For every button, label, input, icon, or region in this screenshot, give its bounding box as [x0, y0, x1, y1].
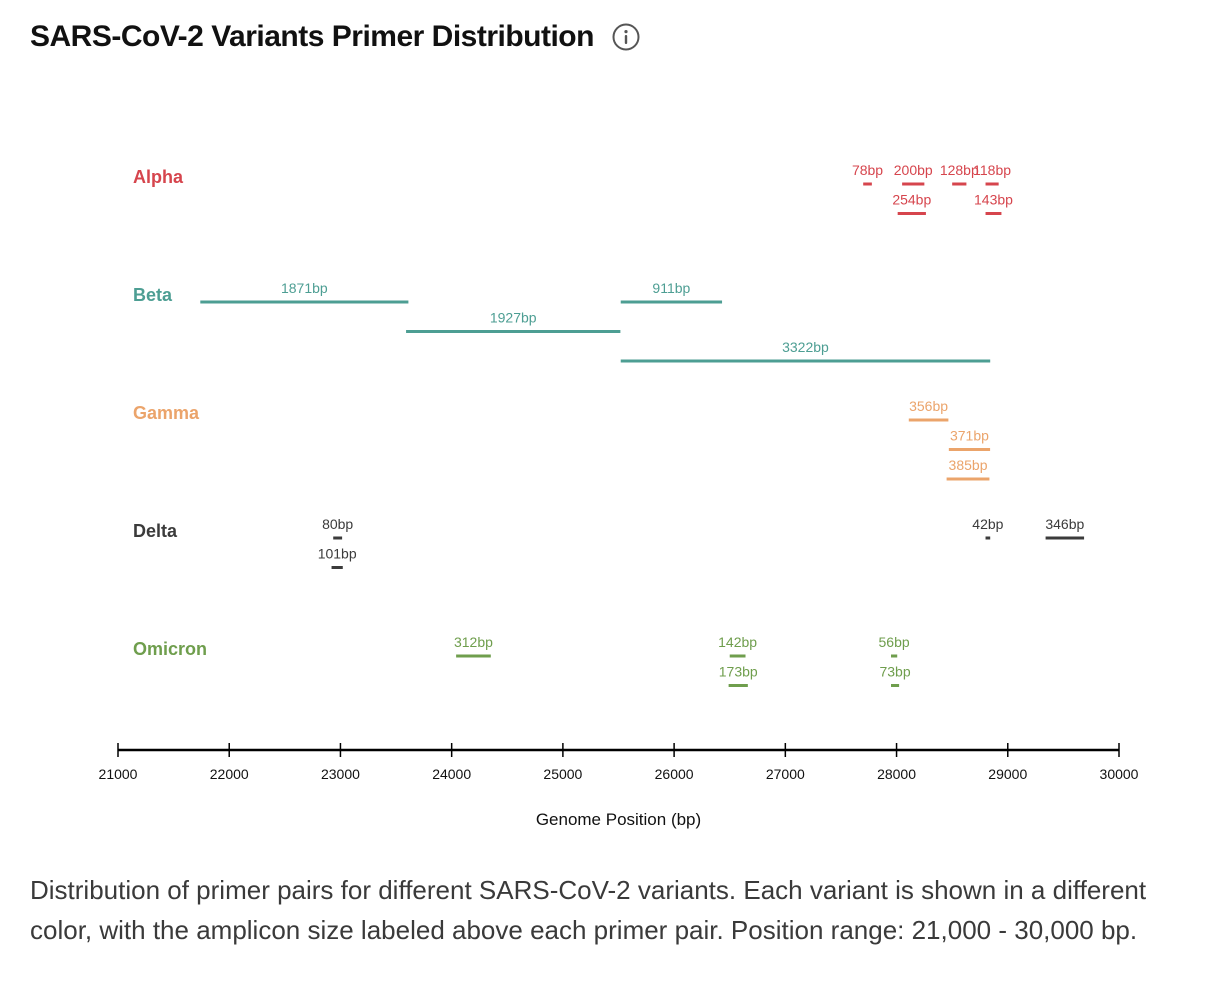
amplicon-label-gamma-2: 385bp: [949, 457, 988, 473]
amplicon-label-omicron-0: 312bp: [454, 634, 493, 650]
amplicon-label-beta-2: 1927bp: [490, 310, 537, 326]
x-tick-label-29000: 29000: [988, 766, 1027, 782]
amplicon-label-omicron-4: 73bp: [879, 664, 910, 680]
amplicon-label-delta-2: 346bp: [1045, 516, 1084, 532]
x-axis-title: Genome Position (bp): [536, 810, 701, 829]
x-tick-label-23000: 23000: [321, 766, 360, 782]
amplicon-label-omicron-1: 142bp: [718, 634, 757, 650]
amplicon-label-alpha-5: 143bp: [974, 192, 1013, 208]
amplicon-label-gamma-1: 371bp: [950, 428, 989, 444]
amplicon-label-alpha-4: 254bp: [892, 192, 931, 208]
variant-label-alpha: Alpha: [133, 167, 184, 187]
amplicon-label-beta-3: 3322bp: [782, 339, 829, 355]
amplicon-label-gamma-0: 356bp: [909, 398, 948, 414]
amplicon-label-beta-0: 1871bp: [281, 280, 328, 296]
variant-label-omicron: Omicron: [133, 639, 207, 659]
amplicon-label-alpha-3: 118bp: [973, 162, 1011, 178]
amplicon-label-delta-0: 80bp: [322, 516, 353, 532]
amplicon-label-delta-3: 101bp: [318, 546, 357, 562]
variant-label-gamma: Gamma: [133, 403, 200, 423]
header: SARS-CoV-2 Variants Primer Distribution: [30, 20, 640, 54]
amplicon-label-omicron-2: 56bp: [879, 634, 910, 650]
amplicon-label-delta-1: 42bp: [972, 516, 1003, 532]
amplicon-label-alpha-2: 128bp: [940, 162, 979, 178]
x-tick-label-27000: 27000: [766, 766, 805, 782]
info-circle-icon[interactable]: [612, 23, 640, 51]
x-tick-label-21000: 21000: [99, 766, 138, 782]
page-title: SARS-CoV-2 Variants Primer Distribution: [30, 20, 594, 53]
x-tick-label-30000: 30000: [1100, 766, 1139, 782]
variant-label-delta: Delta: [133, 521, 178, 541]
variant-label-beta: Beta: [133, 285, 173, 305]
chart-caption: Distribution of primer pairs for differe…: [30, 875, 1147, 945]
x-tick-label-28000: 28000: [877, 766, 916, 782]
amplicon-label-omicron-3: 173bp: [719, 664, 758, 680]
amplicon-label-beta-1: 911bp: [652, 280, 690, 296]
amplicon-label-alpha-1: 200bp: [894, 162, 933, 178]
x-tick-label-22000: 22000: [210, 766, 249, 782]
x-tick-label-26000: 26000: [655, 766, 694, 782]
x-tick-label-24000: 24000: [432, 766, 471, 782]
amplicon-label-alpha-0: 78bp: [852, 162, 883, 178]
x-tick-label-25000: 25000: [543, 766, 582, 782]
